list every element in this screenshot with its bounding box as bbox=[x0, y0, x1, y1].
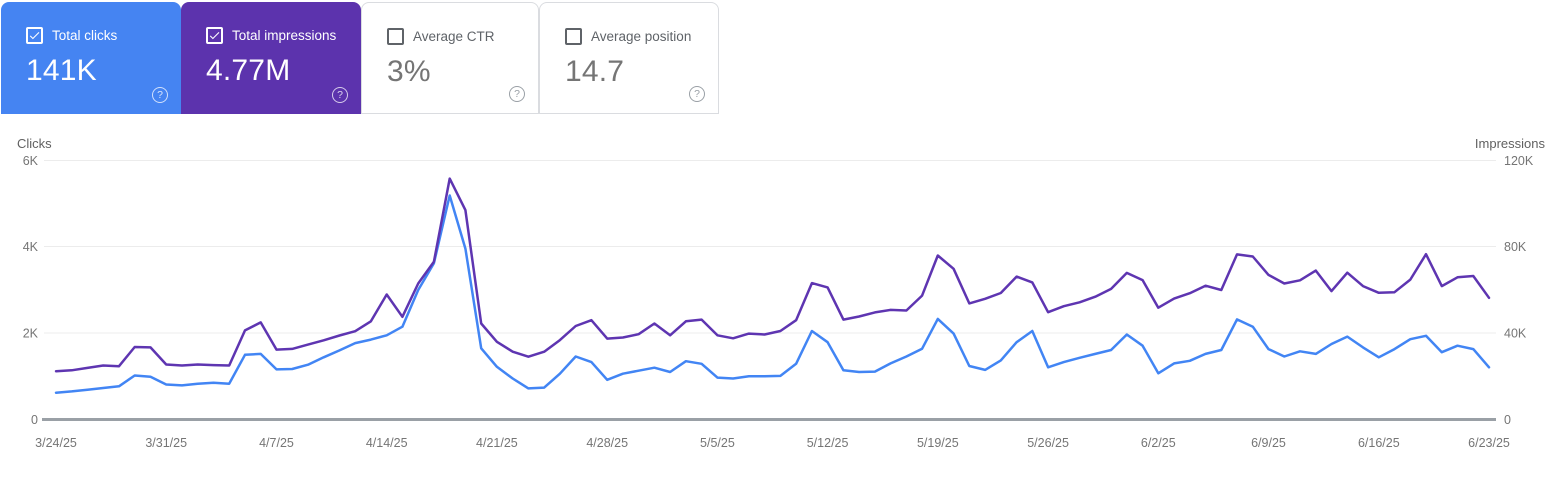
average-ctr-label: Average CTR bbox=[413, 29, 495, 44]
y-tick-right: 120K bbox=[1504, 154, 1534, 168]
metric-card-total-clicks[interactable]: Total clicks 141K ? bbox=[1, 2, 181, 114]
y-tick-left: 6K bbox=[23, 154, 39, 168]
average-ctr-value: 3% bbox=[387, 55, 431, 88]
metric-cards: Total clicks 141K ? Total impressions 4.… bbox=[1, 2, 719, 114]
x-tick-label: 4/21/25 bbox=[476, 436, 518, 450]
checkmark-icon bbox=[29, 32, 40, 40]
metric-card-average-position[interactable]: Average position 14.7 ? bbox=[539, 2, 719, 114]
help-icon[interactable]: ? bbox=[332, 87, 348, 103]
average-position-label: Average position bbox=[591, 29, 692, 44]
x-tick-label: 6/16/25 bbox=[1358, 436, 1400, 450]
help-icon[interactable]: ? bbox=[509, 86, 525, 102]
x-tick-label: 3/24/25 bbox=[35, 436, 77, 450]
clicks-line bbox=[54, 194, 1491, 394]
total-clicks-checkbox-row: Total clicks bbox=[1, 2, 181, 44]
x-tick-label: 5/12/25 bbox=[807, 436, 849, 450]
impressions-line bbox=[54, 177, 1491, 373]
total-impressions-checkbox-row: Total impressions bbox=[181, 2, 361, 44]
performance-chart[interactable]: Clicks Impressions 6K 4K 2K 0 120K 80K 4… bbox=[0, 130, 1556, 477]
help-icon[interactable]: ? bbox=[152, 87, 168, 103]
x-tick-label: 4/14/25 bbox=[366, 436, 408, 450]
y-tick-left: 0 bbox=[31, 413, 38, 427]
x-tick-label: 4/28/25 bbox=[586, 436, 628, 450]
total-clicks-value: 141K bbox=[26, 54, 97, 87]
total-impressions-checkbox[interactable] bbox=[206, 27, 223, 44]
x-tick-label: 6/9/25 bbox=[1251, 436, 1286, 450]
x-tick-label: 5/19/25 bbox=[917, 436, 959, 450]
impressions-axis-title: Impressions bbox=[1475, 136, 1546, 151]
average-ctr-checkbox[interactable] bbox=[387, 28, 404, 45]
total-clicks-checkbox[interactable] bbox=[26, 27, 43, 44]
total-impressions-label: Total impressions bbox=[232, 28, 337, 43]
y-tick-right: 0 bbox=[1504, 413, 1511, 427]
average-position-checkbox-row: Average position bbox=[540, 3, 718, 45]
y-tick-left: 4K bbox=[23, 240, 39, 254]
x-tick-label: 6/2/25 bbox=[1141, 436, 1176, 450]
total-clicks-label: Total clicks bbox=[52, 28, 118, 43]
average-ctr-checkbox-row: Average CTR bbox=[362, 3, 538, 45]
average-position-checkbox[interactable] bbox=[565, 28, 582, 45]
y-axis-left-labels: 6K 4K 2K 0 bbox=[23, 154, 39, 427]
x-tick-label: 5/5/25 bbox=[700, 436, 735, 450]
x-tick-label: 4/7/25 bbox=[259, 436, 294, 450]
average-position-value: 14.7 bbox=[565, 55, 625, 88]
x-tick-label: 5/26/25 bbox=[1027, 436, 1069, 450]
clicks-axis-title: Clicks bbox=[17, 136, 52, 151]
x-axis-labels: 3/24/25 3/31/25 4/7/25 4/14/25 4/21/25 4/28/2… bbox=[35, 436, 1510, 450]
y-tick-right: 80K bbox=[1504, 240, 1527, 254]
y-tick-right: 40K bbox=[1504, 327, 1527, 341]
total-impressions-value: 4.77M bbox=[206, 54, 291, 87]
y-axis-right-labels: 120K 80K 40K 0 bbox=[1504, 154, 1534, 427]
y-tick-left: 2K bbox=[23, 327, 39, 341]
gridlines bbox=[42, 160, 1496, 421]
metric-card-average-ctr[interactable]: Average CTR 3% ? bbox=[361, 2, 539, 114]
x-tick-label: 3/31/25 bbox=[145, 436, 187, 450]
x-tick-label: 6/23/25 bbox=[1468, 436, 1510, 450]
help-icon[interactable]: ? bbox=[689, 86, 705, 102]
checkmark-icon bbox=[209, 32, 220, 40]
metric-card-total-impressions[interactable]: Total impressions 4.77M ? bbox=[181, 2, 361, 114]
